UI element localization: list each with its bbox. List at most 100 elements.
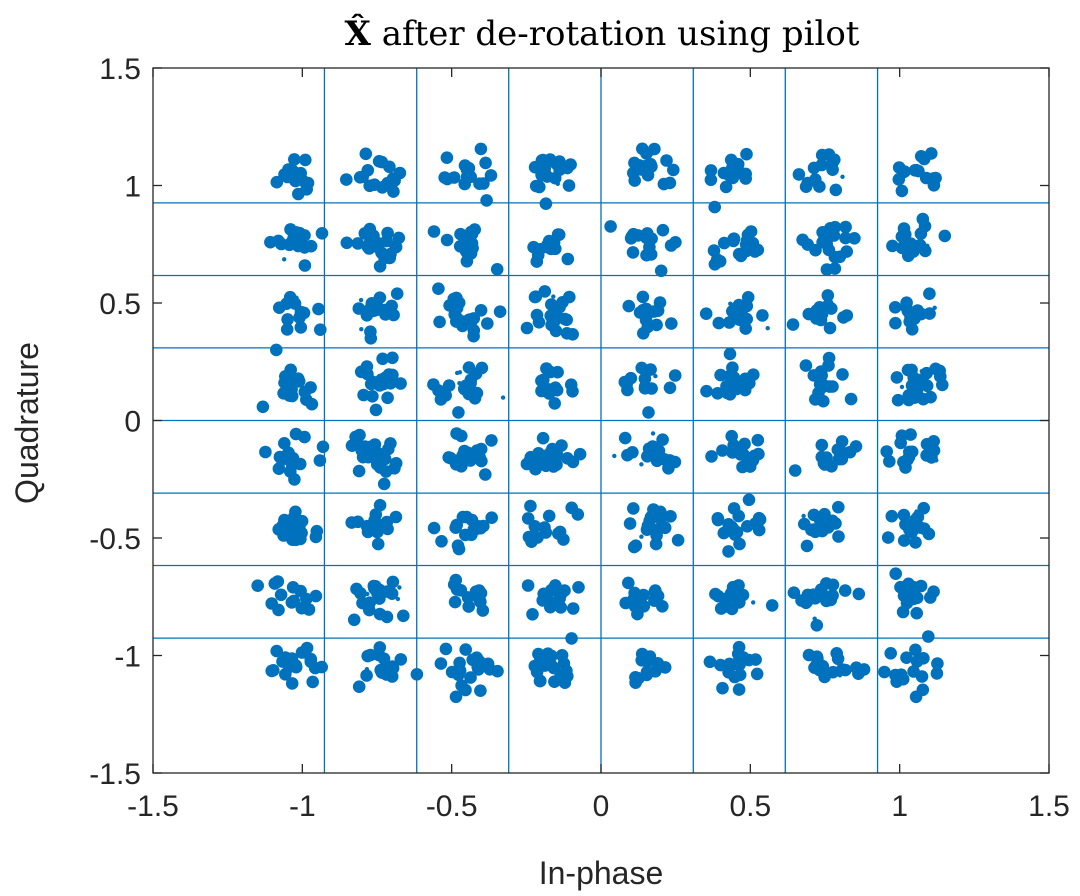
data-point-359 xyxy=(549,324,563,338)
data-point-244 xyxy=(741,239,754,252)
data-point-106 xyxy=(726,161,739,174)
data-point-242 xyxy=(707,244,721,257)
data-point-787 xyxy=(522,530,536,544)
data-point-646 xyxy=(555,439,568,452)
data-point-400 xyxy=(814,313,828,327)
data-point-541 xyxy=(836,368,849,381)
data-point-715 xyxy=(883,455,896,468)
data-point-583 xyxy=(289,427,303,441)
data-point-104 xyxy=(726,171,740,185)
data-point-173 xyxy=(366,230,371,236)
data-point-628 xyxy=(444,451,457,465)
data-point-994 xyxy=(914,579,928,593)
data-point-143 xyxy=(282,257,287,262)
data-point-550 xyxy=(890,371,904,384)
data-point-952 xyxy=(736,588,750,602)
data-point-921 xyxy=(566,602,580,615)
data-point-179 xyxy=(383,251,397,265)
data-point-389 xyxy=(728,301,733,306)
data-point-194 xyxy=(465,237,479,250)
data-point-317 xyxy=(432,282,445,296)
data-point-906 xyxy=(450,583,464,596)
data-point-1006 xyxy=(285,677,299,690)
data-point-768 xyxy=(450,518,464,532)
data-point-280 xyxy=(886,239,899,253)
data-point-507 xyxy=(668,369,682,382)
data-point-579 xyxy=(313,454,327,467)
data-point-1137 xyxy=(894,668,908,681)
data-point-479 xyxy=(462,385,475,398)
data-point-405 xyxy=(840,309,854,322)
data-point-16 xyxy=(372,155,386,168)
y-axis-label: Quadrature xyxy=(9,342,45,504)
data-point-849 xyxy=(885,509,899,523)
data-point-1076 xyxy=(533,674,547,688)
data-point-890 xyxy=(380,610,394,624)
data-point-340 xyxy=(551,294,556,299)
data-point-89 xyxy=(660,154,673,167)
data-point-574 xyxy=(288,473,301,486)
data-point-1019 xyxy=(360,669,373,682)
data-point-923 xyxy=(541,587,555,600)
data-point-752 xyxy=(368,514,381,527)
data-point-223 xyxy=(625,230,639,243)
data-point-863 xyxy=(265,597,279,610)
data-point-214 xyxy=(656,223,670,237)
data-point-136 xyxy=(892,161,906,174)
data-point-596 xyxy=(382,442,395,456)
data-point-367 xyxy=(636,290,650,304)
data-point-661 xyxy=(621,448,634,462)
data-point-701 xyxy=(849,440,863,453)
data-point-886 xyxy=(386,575,400,589)
data-point-669 xyxy=(738,437,751,451)
data-point-1089 xyxy=(629,676,642,689)
data-point-794 xyxy=(649,537,663,551)
data-point-47 xyxy=(477,177,490,190)
data-point-959 xyxy=(719,592,733,605)
data-point-649 xyxy=(547,460,560,473)
data-point-13 xyxy=(281,170,294,184)
data-point-261 xyxy=(816,226,829,239)
data-point-169 xyxy=(340,236,354,250)
data-point-990 xyxy=(910,591,924,605)
data-point-358 xyxy=(530,308,544,322)
data-point-822 xyxy=(742,493,756,507)
data-point-1142 xyxy=(922,630,935,643)
data-point-582 xyxy=(316,440,330,454)
data-point-447 xyxy=(366,390,379,403)
data-point-651 xyxy=(656,433,669,447)
data-point-825 xyxy=(717,526,731,540)
data-point-866 xyxy=(286,581,300,594)
data-point-687 xyxy=(815,438,829,452)
data-point-867 xyxy=(309,595,314,601)
data-point-1138 xyxy=(916,683,930,697)
y-tick-label-5: 1 xyxy=(124,171,141,204)
data-point-784 xyxy=(528,520,542,533)
data-point-155 xyxy=(264,235,277,249)
data-point-281 xyxy=(938,229,952,243)
data-point-569 xyxy=(920,379,934,393)
data-point-742 xyxy=(373,498,387,512)
data-point-659 xyxy=(644,456,649,462)
data-point-145 xyxy=(315,227,329,240)
data-point-875 xyxy=(397,609,410,623)
y-tick-label-1: -1 xyxy=(114,641,141,674)
data-point-381 xyxy=(756,309,769,322)
data-point-337 xyxy=(448,308,462,321)
data-point-941 xyxy=(622,576,635,590)
data-point-871 xyxy=(295,601,309,615)
data-point-951 xyxy=(714,602,728,615)
data-point-423 xyxy=(256,400,270,414)
data-point-889 xyxy=(354,587,367,600)
data-point-236 xyxy=(727,232,741,245)
data-point-954 xyxy=(725,602,739,616)
data-point-1057 xyxy=(472,660,486,673)
data-point-508 xyxy=(621,383,634,397)
data-point-643 xyxy=(561,452,574,465)
data-point-111 xyxy=(840,174,845,179)
data-point-404 xyxy=(821,299,835,312)
data-point-457 xyxy=(386,368,399,382)
data-point-1034 xyxy=(361,649,375,663)
data-point-806 xyxy=(643,514,656,527)
data-point-1141 xyxy=(878,665,891,679)
